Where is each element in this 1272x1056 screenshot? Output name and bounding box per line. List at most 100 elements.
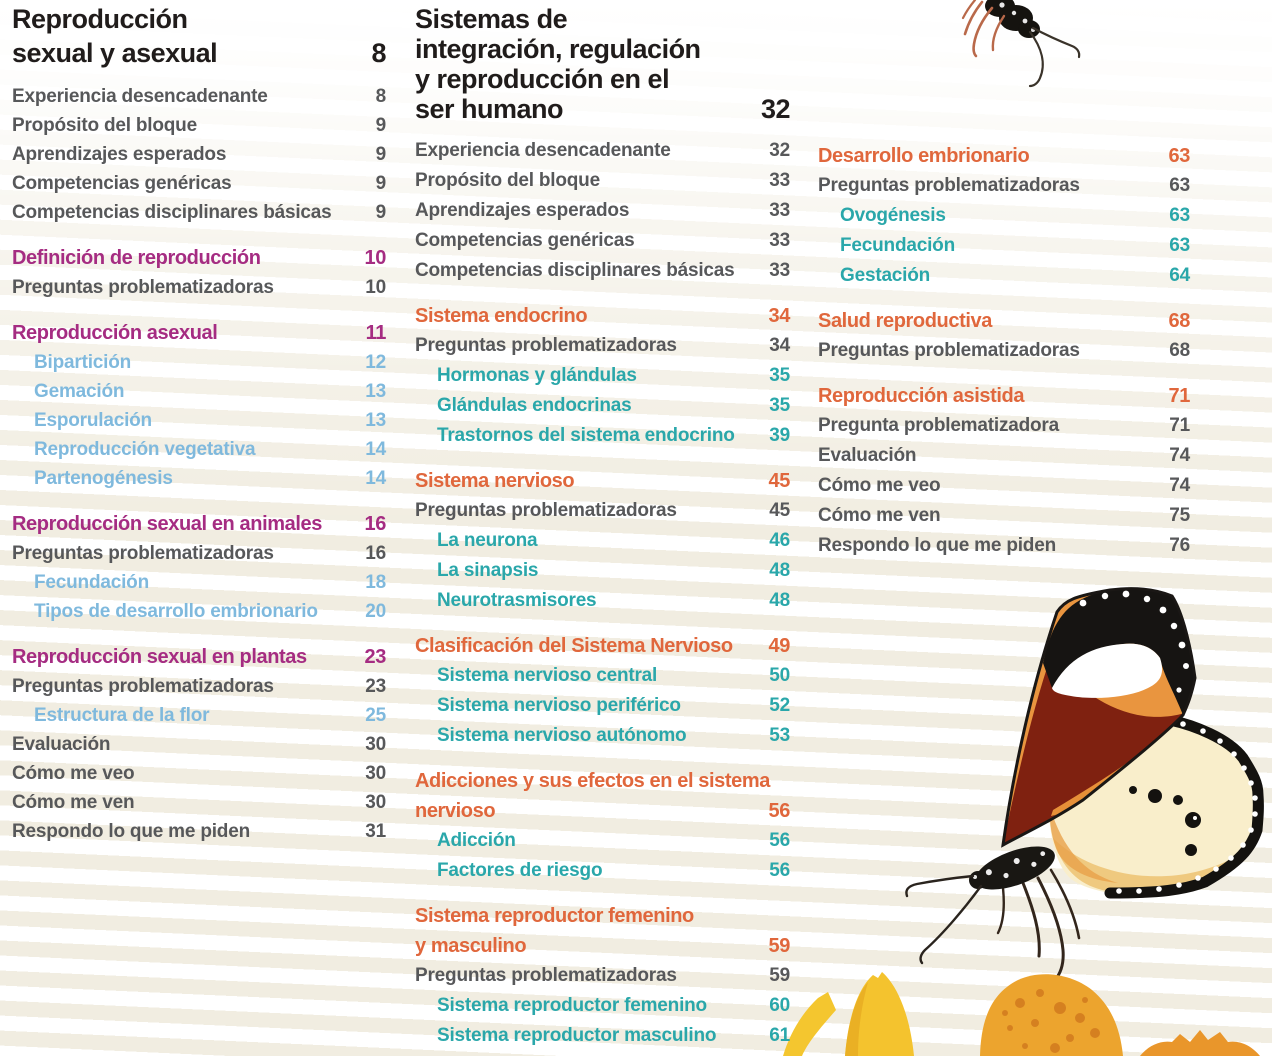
toc-heading-page: 45: [768, 470, 791, 492]
toc-sub: Sistema reproductor masculino 61: [415, 1021, 790, 1051]
toc-entry-label: Aprendizajes esperados: [415, 200, 630, 221]
toc-title: Sistemas de integración, regulación y repr…: [415, 4, 791, 124]
toc-sub: Ovogénesis 63: [818, 201, 1190, 231]
toc-entry-label: Preguntas problematizadoras: [415, 965, 677, 986]
toc-column-middle: Sistemas de integración, regulación y repr…: [415, 0, 791, 1056]
toc-entry-label: Preguntas problematizadoras: [415, 335, 677, 356]
toc-sub-label: Esporulación: [34, 410, 152, 431]
toc-heading-label: Sistema nervioso: [415, 470, 575, 492]
toc-heading: Reproducción sexual en plantas 23: [12, 643, 386, 672]
toc-heading-page: 11: [365, 322, 387, 344]
toc-entry-page: 68: [1169, 340, 1190, 361]
toc-entry-page: 33: [769, 230, 790, 251]
toc-sub: Trastornos del sistema endocrino 39: [415, 421, 790, 451]
toc-sub-page: 56: [769, 860, 790, 881]
toc-sub-label: Tipos de desarrollo embrionario: [34, 601, 318, 622]
toc-heading-label: nervioso: [415, 800, 496, 822]
toc-sub-page: 12: [365, 352, 386, 373]
toc-entry-label: Experiencia desencadenante: [12, 86, 268, 107]
toc-heading-label: Reproducción sexual en plantas: [12, 646, 307, 668]
toc-heading-label: Definición de reproducción: [12, 247, 261, 269]
toc-entry-page: 45: [769, 500, 790, 521]
toc-entry-label: Preguntas problematizadoras: [415, 500, 677, 521]
toc-sub-page: 53: [769, 725, 790, 746]
toc-entry: Preguntas problematizadoras 34: [415, 331, 790, 361]
toc-sub-page: 13: [365, 381, 386, 402]
toc-entry-page: 33: [769, 260, 790, 281]
toc-entry: Preguntas problematizadoras 59: [415, 961, 790, 991]
toc-heading-label: Reproducción asexual: [12, 322, 218, 344]
toc-entry: Pregunta problematizadora 71: [818, 411, 1190, 441]
toc-entry: Preguntas problematizadoras 63: [818, 171, 1190, 201]
toc-heading-label: Adicciones y sus efectos en el sistema: [415, 770, 770, 792]
toc-sub-label: Gestación: [840, 265, 931, 286]
toc-heading-page: 23: [364, 646, 387, 668]
toc-entry: Competencias disciplinares básicas 9: [12, 198, 386, 227]
toc-sub-label: Fecundación: [840, 235, 955, 256]
toc-sub-page: 25: [365, 705, 386, 726]
toc-entry-page: 76: [1169, 535, 1190, 556]
toc-sub-label: Factores de riesgo: [437, 860, 603, 881]
toc-sub-label: Estructura de la flor: [34, 705, 210, 726]
toc-entry: Experiencia desencadenante 32: [415, 136, 790, 166]
toc-entry-page: 9: [375, 173, 387, 194]
toc-sub-page: 64: [1169, 265, 1190, 286]
toc-sub: Fecundación 18: [12, 568, 386, 597]
butterfly-body-fragment-image: [961, 0, 1081, 88]
toc-entry-label: Aprendizajes esperados: [12, 144, 227, 165]
toc-entry-page: 9: [375, 144, 387, 165]
toc-sub-page: 50: [769, 665, 790, 686]
toc-sub: Sistema nervioso central 50: [415, 661, 790, 691]
toc-entry-page: 33: [769, 170, 790, 191]
toc-sub-label: Partenogénesis: [34, 468, 173, 489]
toc-heading: Definición de reproducción 10: [12, 244, 386, 273]
toc-column-right: Desarrollo embrionario 63 Preguntas proble…: [818, 0, 1190, 576]
toc-title: Reproducción sexual y asexual 8: [12, 2, 387, 70]
toc-sub: Esporulación 13: [12, 406, 386, 435]
toc-entry-label: Evaluación: [12, 734, 111, 755]
toc-entry: Cómo me ven 75: [818, 501, 1190, 531]
toc-sub-label: Hormonas y glándulas: [437, 365, 637, 386]
toc-entry-label: Preguntas problematizadoras: [12, 543, 274, 564]
toc-entry-page: 75: [1169, 505, 1190, 526]
toc-sub-page: 60: [769, 995, 790, 1016]
toc-entry-label: Propósito del bloque: [415, 170, 600, 191]
toc-entry-page: 30: [365, 792, 386, 813]
toc-entry-page: 31: [365, 821, 386, 842]
plain-tiger-butterfly-image: [905, 587, 1264, 982]
toc-sub-page: 56: [769, 830, 790, 851]
toc-entry-label: Preguntas problematizadoras: [818, 340, 1080, 361]
toc-entry: Cómo me ven 30: [12, 788, 386, 817]
toc-sub-label: Sistema nervioso central: [437, 665, 658, 686]
toc-entry-page: 10: [365, 277, 386, 298]
toc-title-label: ser humano: [415, 94, 564, 124]
yellow-flower-image: [783, 972, 1260, 1056]
toc-section: Reproducción asistida 71 Pregunta problema…: [818, 381, 1190, 561]
toc-entry-page: 16: [365, 543, 386, 564]
toc-entry: Experiencia desencadenante 8: [12, 82, 386, 111]
toc-sub-page: 14: [365, 468, 386, 489]
toc-entry: Preguntas problematizadoras 68: [818, 336, 1190, 366]
toc-heading-label: Reproducción sexual en animales: [12, 513, 322, 535]
toc-section: Sistema nervioso 45 Preguntas problematiza…: [415, 466, 790, 616]
toc-sub-page: 63: [1169, 235, 1190, 256]
toc-sub-label: Adicción: [437, 830, 516, 851]
toc-entry: Aprendizajes esperados 33: [415, 196, 790, 226]
toc-entry: Preguntas problematizadoras 10: [12, 273, 386, 302]
toc-entry-label: Respondo lo que me piden: [12, 821, 250, 842]
toc-entry-page: 9: [375, 202, 387, 223]
toc-heading: Reproducción sexual en animales 16: [12, 510, 386, 539]
toc-entry-page: 30: [365, 763, 386, 784]
toc-entry-page: 63: [1169, 175, 1190, 196]
toc-sub-page: 35: [769, 365, 790, 386]
toc-sub-page: 13: [365, 410, 386, 431]
toc-sub-label: Bipartición: [34, 352, 132, 373]
toc-title-label: y reproducción en el: [415, 64, 670, 94]
toc-entry-label: Competencias disciplinares básicas: [12, 202, 332, 223]
toc-sub-page: 39: [769, 425, 790, 446]
toc-sub-label: Glándulas endocrinas: [437, 395, 632, 416]
toc-heading: Clasificación del Sistema Nervioso 49: [415, 631, 790, 661]
toc-entry-page: 71: [1169, 415, 1190, 436]
